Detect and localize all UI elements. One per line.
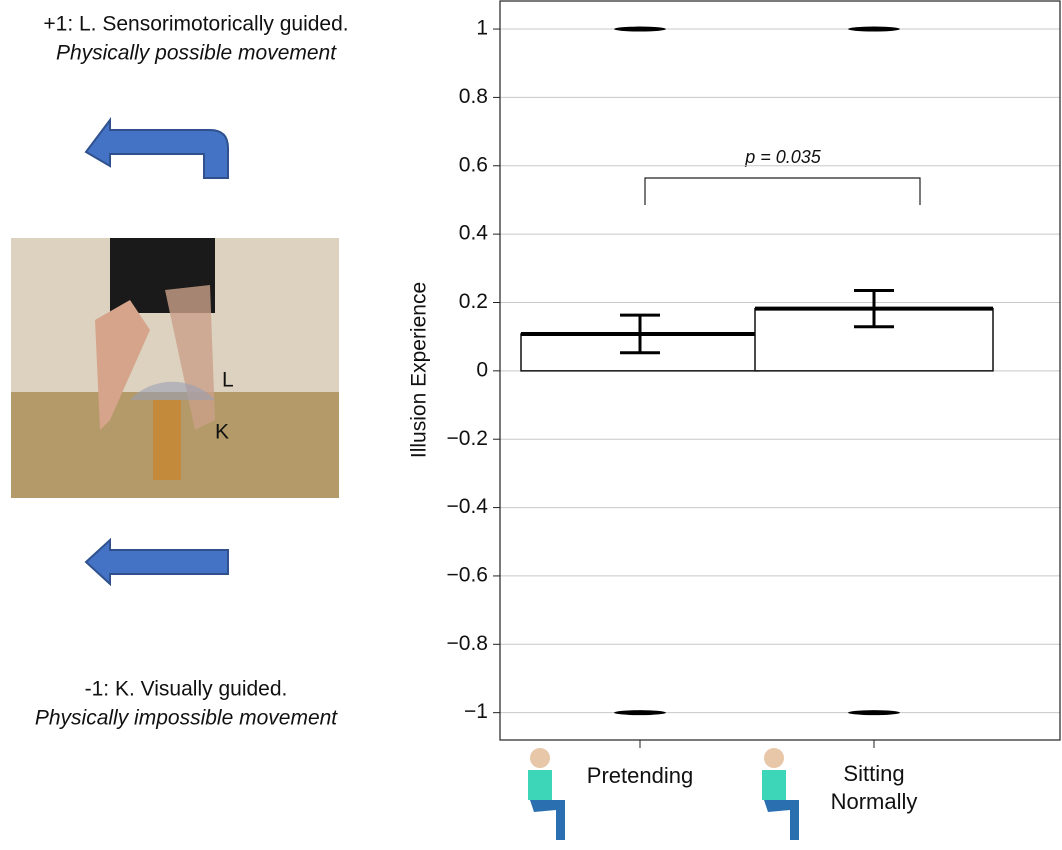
figure: +1: L. Sensorimotorically guided. Physic…: [0, 0, 1062, 850]
y-tick-label: −0.2: [447, 427, 488, 450]
point-cluster: [848, 710, 900, 715]
y-tick-label: −0.6: [447, 563, 488, 586]
arrow-down: [86, 540, 228, 584]
x-tick-label: Pretending: [575, 762, 705, 790]
figure-icon: [764, 800, 799, 840]
x-tick-label: Sitting Normally: [809, 760, 939, 816]
figure-icon: [530, 800, 565, 840]
significance-bracket: [645, 178, 920, 205]
y-axis-label: Illusion Experience: [408, 282, 431, 458]
figure-icon: [530, 748, 550, 768]
y-tick-label: −0.4: [447, 495, 489, 518]
figure-icon: [762, 770, 786, 800]
y-tick-label: 0.2: [459, 290, 488, 313]
figure-icon: [764, 748, 784, 768]
y-tick-label: −0.8: [447, 632, 488, 655]
arrow-up: [86, 120, 228, 178]
bottom-label: -1: K. Visually guided.: [85, 678, 288, 701]
y-tick-label: 0: [476, 358, 488, 381]
y-tick-label: −1: [464, 700, 488, 723]
photo-label: K: [215, 421, 229, 444]
top-label: +1: L. Sensorimotorically guided.: [43, 13, 348, 36]
y-tick-label: 0.6: [459, 153, 488, 176]
point-cluster: [614, 710, 666, 715]
top-sublabel: Physically possible movement: [56, 42, 337, 65]
photo-label: L: [222, 369, 234, 392]
point-cluster: [614, 27, 666, 32]
bottom-sublabel: Physically impossible movement: [35, 707, 338, 730]
chart: +1: L. Sensorimotorically guided. Physic…: [0, 0, 1062, 850]
point-cluster: [848, 27, 900, 32]
y-tick-label: 1: [476, 17, 488, 40]
figure-icon: [528, 770, 552, 800]
annotation: p = 0.035: [744, 147, 822, 167]
y-tick-label: 0.4: [459, 222, 489, 245]
y-tick-label: 0.8: [459, 85, 488, 108]
photo: [11, 238, 339, 498]
